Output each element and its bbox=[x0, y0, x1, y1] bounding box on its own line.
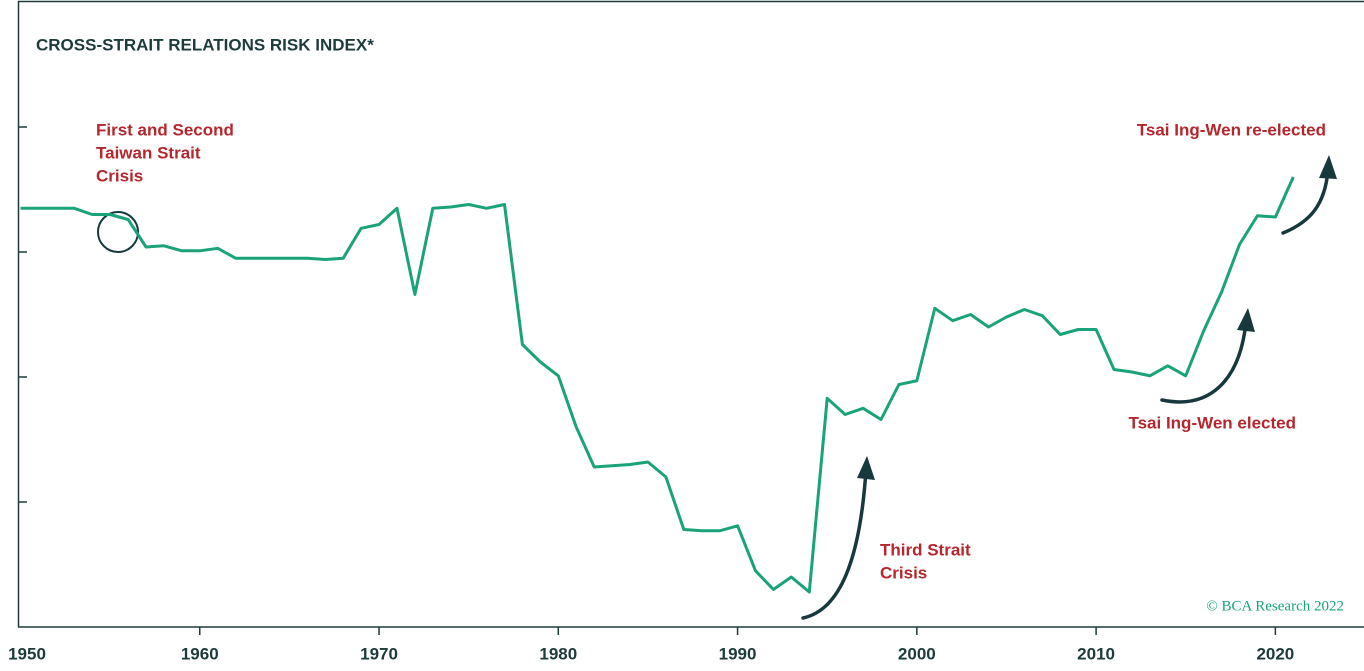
x-tick-label: 1990 bbox=[719, 644, 757, 663]
annotation: Tsai Ing-Wen re-elected bbox=[1137, 120, 1326, 139]
annotation: Crisis bbox=[880, 563, 927, 582]
arrow bbox=[1160, 320, 1248, 404]
arrow-head bbox=[857, 456, 875, 480]
annotation: Third Strait bbox=[880, 540, 971, 559]
annotation: Crisis bbox=[96, 166, 143, 185]
x-tick-label: 2010 bbox=[1077, 644, 1115, 663]
arrow bbox=[1281, 168, 1330, 235]
source: © BCA Research 2022 bbox=[1206, 598, 1344, 614]
x-tick-label: 2000 bbox=[898, 644, 936, 663]
data-line bbox=[20, 176, 1295, 594]
x-tick-label: 2020 bbox=[1256, 644, 1294, 663]
annotation: Tsai Ing-Wen elected bbox=[1128, 413, 1296, 432]
x-tick-label: 1980 bbox=[539, 644, 577, 663]
arrow bbox=[801, 468, 868, 620]
x-tick-label: 1950 bbox=[8, 644, 46, 663]
x-tick-label: 1970 bbox=[360, 644, 398, 663]
arrow-head bbox=[1319, 155, 1337, 179]
annotation: First and Second bbox=[96, 120, 234, 139]
arrow-head bbox=[1237, 308, 1255, 332]
x-tick-label: 1960 bbox=[181, 644, 219, 663]
chart-title: CROSS-STRAIT RELATIONS RISK INDEX* bbox=[36, 35, 374, 54]
annotation: Taiwan Strait bbox=[96, 143, 201, 162]
